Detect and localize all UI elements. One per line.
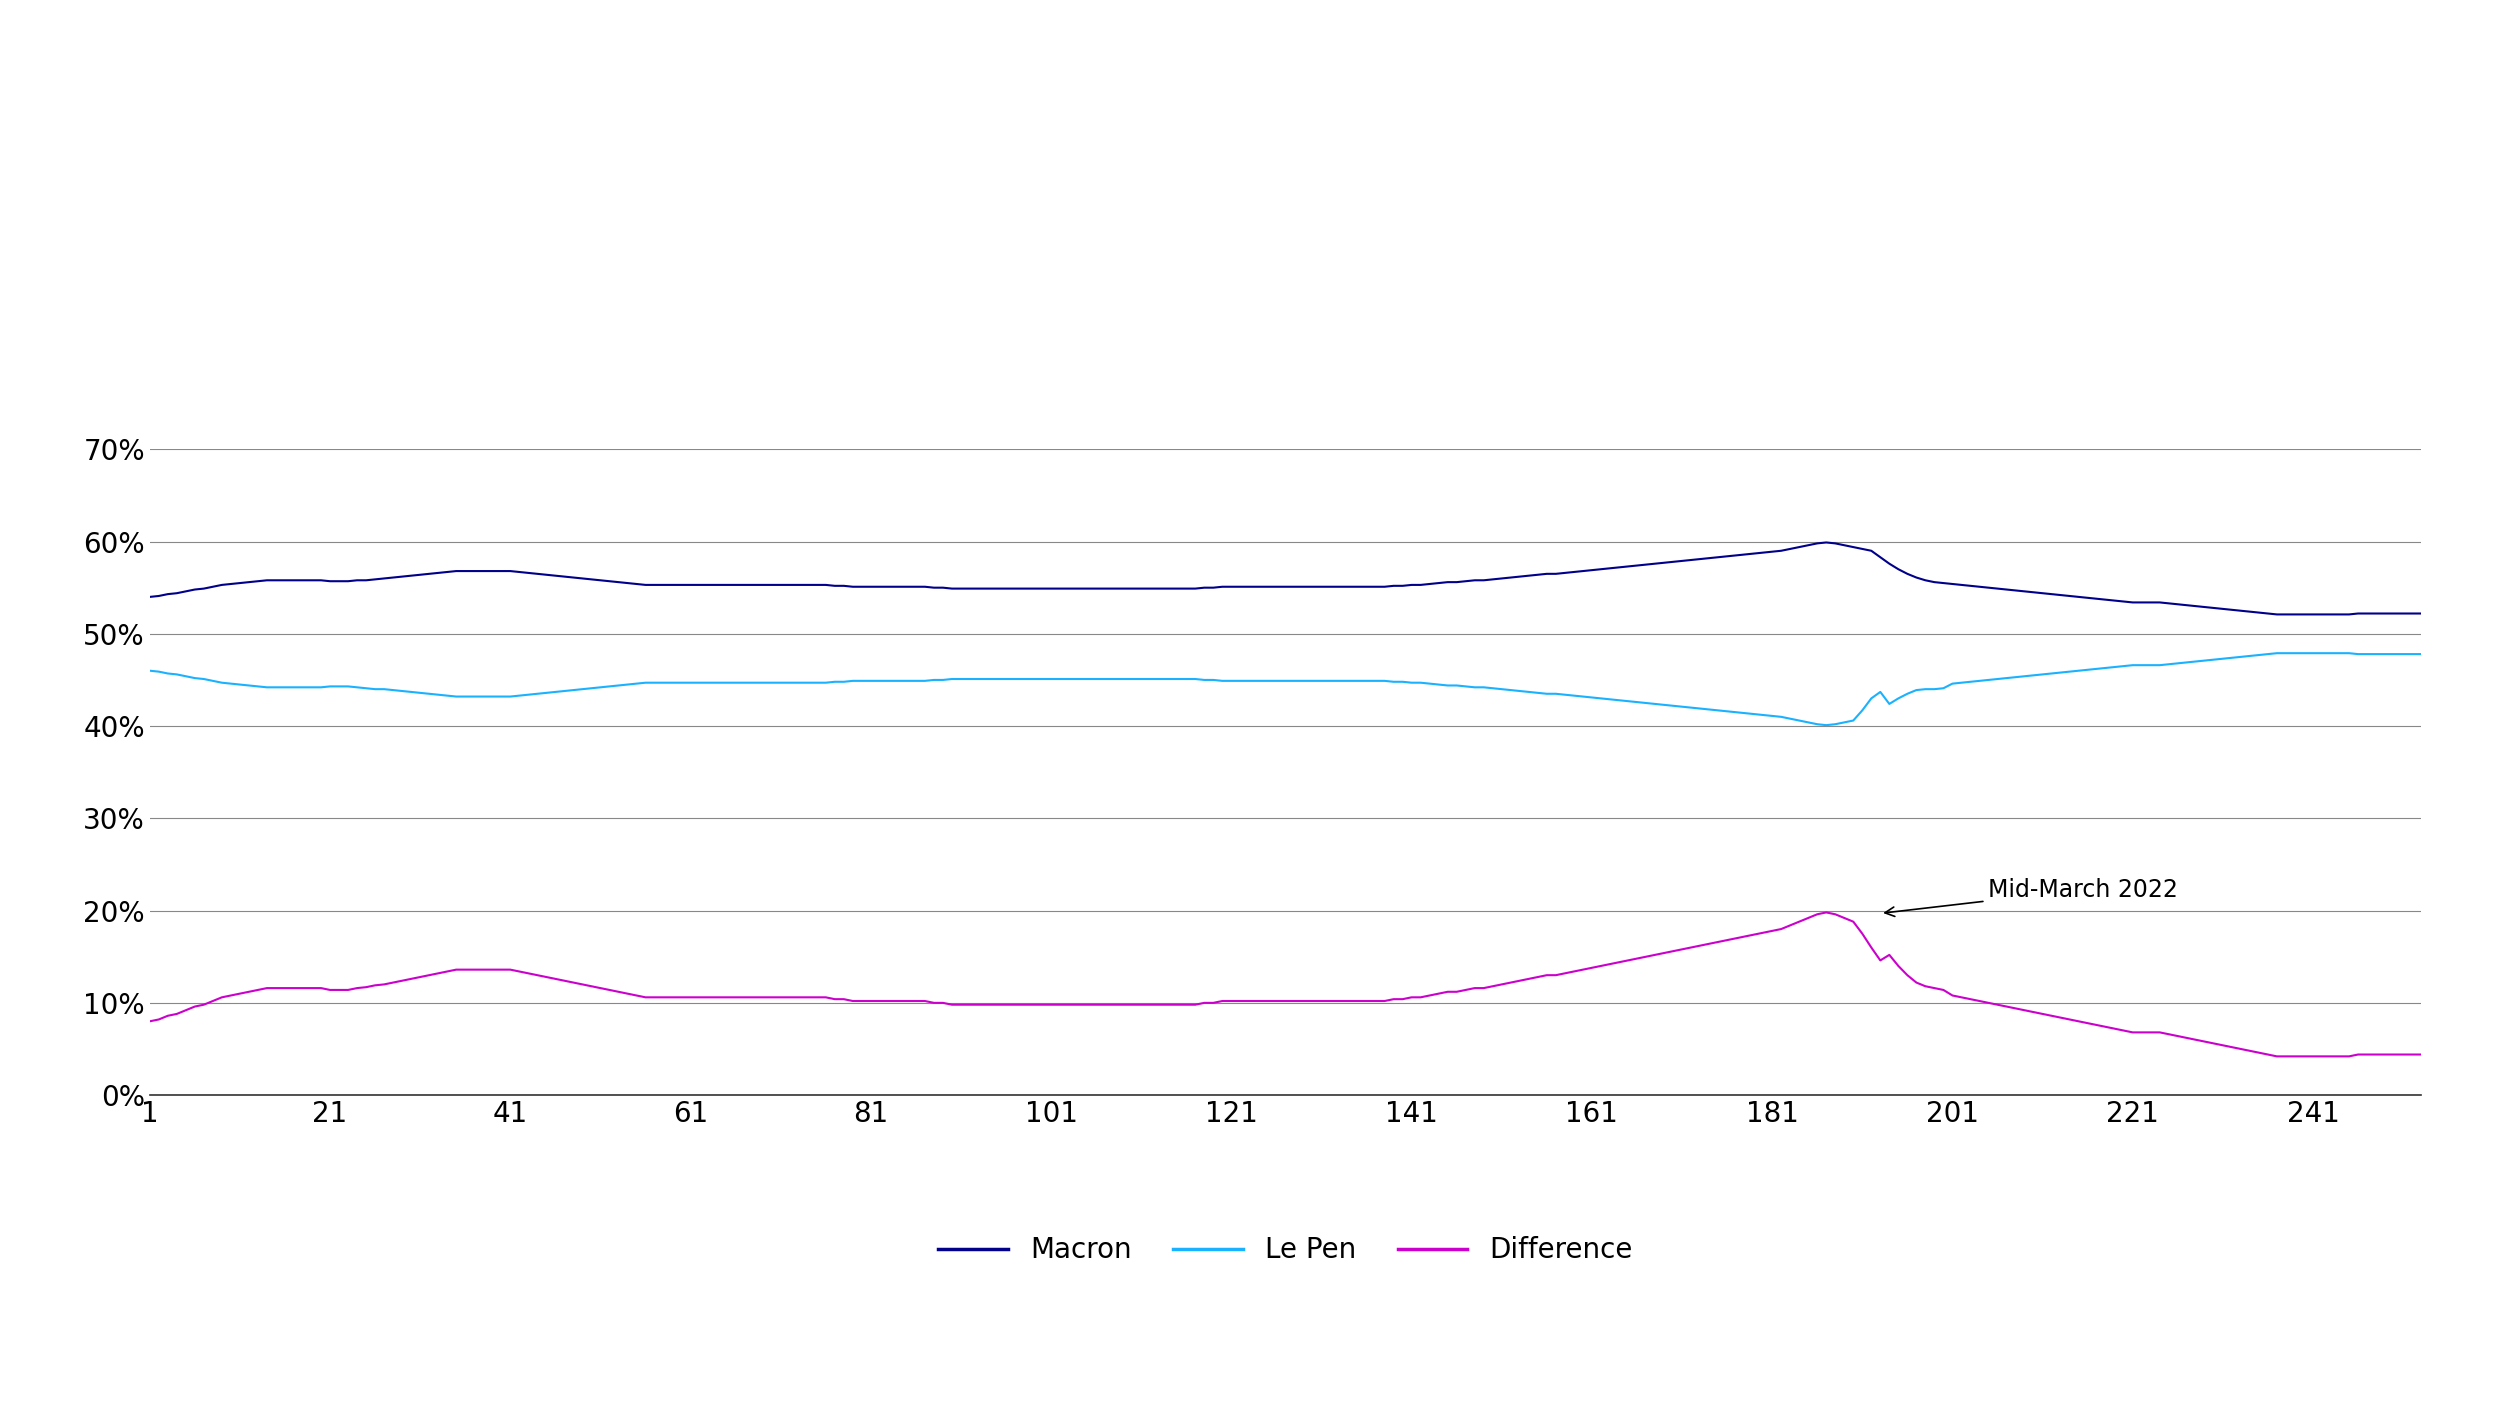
Macron (2144, 594, 2174, 611)
Le Pen (1081, 671, 1111, 688)
Le Pen (2144, 657, 2174, 674)
Macron (2261, 607, 2291, 623)
Difference (1370, 993, 1400, 1009)
Le Pen (2261, 644, 2291, 661)
Macron (2406, 605, 2436, 622)
Difference (135, 1012, 165, 1029)
Macron (477, 563, 507, 580)
Le Pen (1378, 674, 1408, 691)
Difference (1378, 991, 1408, 1008)
Le Pen (1370, 673, 1400, 689)
Legend: Macron, Le Pen, Difference: Macron, Le Pen, Difference (926, 1226, 1645, 1275)
Le Pen (135, 663, 165, 680)
Macron (1378, 577, 1408, 594)
Macron (1018, 580, 1048, 597)
Macron (135, 588, 165, 605)
Difference (477, 962, 507, 979)
Le Pen (477, 688, 507, 705)
Line: Le Pen: Le Pen (150, 653, 2421, 724)
Difference (2144, 1024, 2174, 1040)
Difference (2406, 1046, 2436, 1063)
Line: Macron: Macron (150, 542, 2421, 615)
Macron (1370, 578, 1400, 595)
Difference (2261, 1047, 2291, 1064)
Macron (1812, 534, 1842, 550)
Macron (1081, 580, 1111, 597)
Le Pen (2406, 646, 2436, 663)
Le Pen (1018, 671, 1048, 688)
Difference (1018, 997, 1048, 1014)
Text: Mid-March 2022: Mid-March 2022 (1884, 878, 2179, 917)
Difference (1081, 997, 1111, 1014)
Line: Difference: Difference (150, 913, 2421, 1056)
Difference (1812, 904, 1842, 921)
Le Pen (1812, 716, 1842, 733)
